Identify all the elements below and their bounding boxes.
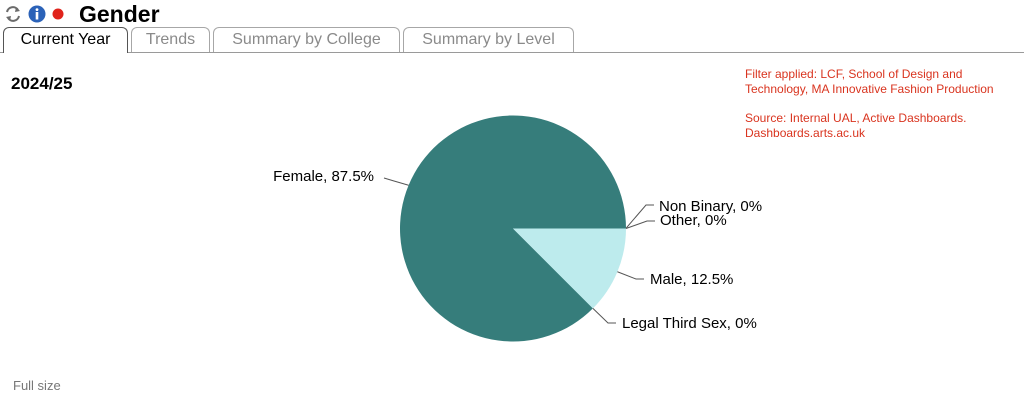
slice-label-non-binary: Non Binary, 0%	[659, 198, 762, 215]
full-size-link[interactable]: Full size	[13, 378, 61, 393]
record-icon[interactable]	[52, 8, 64, 20]
slice-label-male: Male, 12.5%	[650, 271, 733, 288]
leader-line-legal-third-sex	[592, 308, 616, 324]
header-bar	[4, 2, 64, 26]
tab-summary-by-college[interactable]: Summary by College	[213, 27, 400, 52]
tab-trends[interactable]: Trends	[131, 27, 210, 52]
tab-bar: Current Year Trends Summary by College S…	[0, 27, 1024, 53]
pie-slice-male[interactable]	[513, 228, 626, 309]
info-icon[interactable]	[28, 5, 46, 23]
tab-current-year[interactable]: Current Year	[3, 27, 128, 53]
leader-line-other	[625, 220, 655, 229]
filter-note: Filter applied: LCF, School of Design an…	[745, 67, 994, 96]
slice-label-legal-third-sex: Legal Third Sex, 0%	[622, 315, 757, 332]
year-label: 2024/25	[11, 74, 73, 93]
slice-label-other: Other, 0%	[660, 212, 727, 229]
leader-line-non-binary	[625, 204, 654, 229]
source-note: Source: Internal UAL, Active Dashboards.…	[745, 111, 967, 140]
leader-line-male	[617, 271, 644, 280]
tab-summary-by-level[interactable]: Summary by Level	[403, 27, 574, 52]
refresh-icon[interactable]	[4, 5, 22, 23]
leader-line-female	[383, 177, 409, 186]
slice-label-female: Female, 87.5%	[273, 168, 374, 185]
page-title: Gender	[79, 1, 160, 27]
